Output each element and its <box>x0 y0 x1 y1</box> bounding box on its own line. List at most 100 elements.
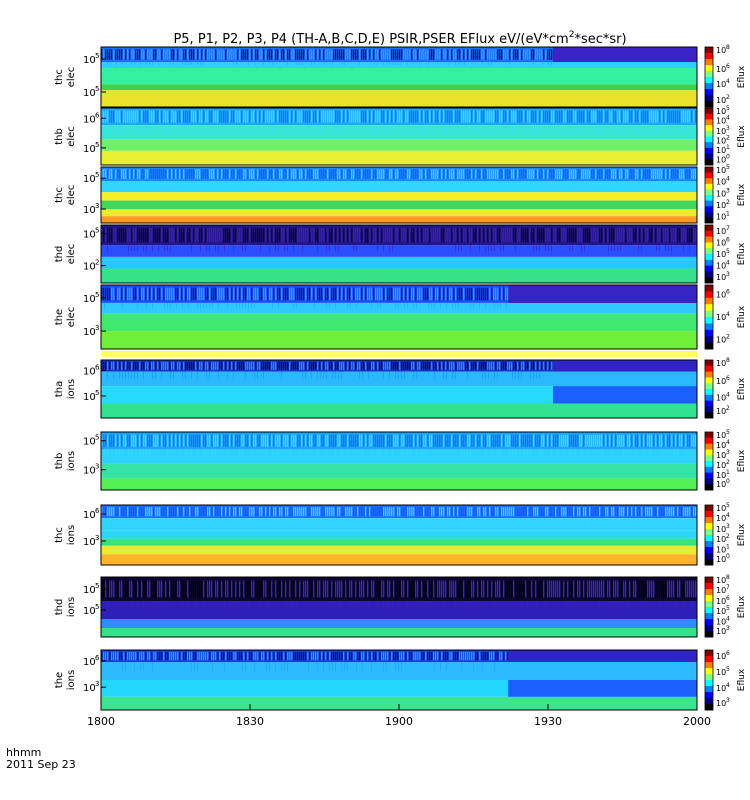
noise-streak <box>397 110 399 123</box>
noise-streak <box>641 601 642 610</box>
noise-streak <box>380 302 381 309</box>
noise-streak <box>267 228 269 243</box>
noise-streak <box>447 228 449 243</box>
noise-streak <box>281 651 283 661</box>
noise-streak <box>291 506 293 517</box>
noise-streak <box>269 601 270 610</box>
noise-streak <box>143 169 145 179</box>
noise-streak <box>287 169 289 179</box>
colorbar-segment <box>705 619 713 626</box>
noise-streak <box>257 651 259 661</box>
noise-streak <box>371 169 373 179</box>
noise-streak <box>116 518 117 525</box>
noise-streak <box>191 287 193 301</box>
noise-streak <box>441 228 443 243</box>
noise-streak <box>505 434 507 447</box>
noise-streak <box>197 125 198 133</box>
noise-streak <box>537 228 539 243</box>
noise-streak <box>153 228 155 243</box>
noise-streak <box>189 651 191 661</box>
noise-streak <box>157 506 159 517</box>
noise-streak <box>587 228 589 243</box>
noise-streak <box>583 110 585 123</box>
noise-streak <box>679 580 681 598</box>
noise-streak <box>433 287 435 301</box>
noise-streak <box>455 245 456 252</box>
colorbar-segment <box>705 172 713 179</box>
noise-streak <box>543 228 545 243</box>
noise-streak <box>443 228 445 243</box>
noise-streak <box>197 49 199 60</box>
noise-streak <box>531 110 533 123</box>
noise-streak <box>545 110 547 123</box>
noise-streak <box>461 580 463 598</box>
noise-streak <box>171 434 173 447</box>
noise-streak <box>505 506 507 517</box>
noise-streak <box>137 169 139 179</box>
noise-streak <box>303 580 305 598</box>
noise-streak <box>445 169 447 179</box>
noise-streak <box>239 302 240 309</box>
noise-streak <box>107 371 108 379</box>
noise-streak <box>311 518 312 525</box>
noise-streak <box>309 228 311 243</box>
noise-streak <box>239 434 241 447</box>
colorbar-tick-label: 10 <box>716 504 726 513</box>
noise-streak <box>331 110 333 123</box>
noise-streak <box>207 434 209 447</box>
noise-streak <box>313 169 315 179</box>
noise-streak <box>117 361 119 370</box>
noise-streak <box>381 110 383 123</box>
noise-streak <box>395 110 397 123</box>
noise-streak <box>287 287 289 301</box>
noise-streak <box>313 228 315 243</box>
noise-streak <box>243 49 245 60</box>
noise-streak <box>147 169 149 179</box>
noise-streak <box>575 125 576 133</box>
noise-streak <box>297 110 299 123</box>
noise-streak <box>613 169 615 179</box>
noise-streak <box>482 601 483 610</box>
noise-streak <box>347 287 349 301</box>
panel-frame <box>100 46 698 108</box>
colorbar-tick-exponent: 6 <box>726 289 730 296</box>
noise-streak <box>313 287 315 301</box>
noise-streak <box>205 110 207 123</box>
noise-streak <box>197 449 198 457</box>
noise-streak <box>317 580 319 598</box>
noise-streak <box>257 49 259 60</box>
noise-streak <box>359 62 360 65</box>
noise-streak <box>615 228 617 243</box>
colorbar-tick-exponent: 8 <box>726 574 730 581</box>
colorbar-tick-label: 10 <box>716 668 726 677</box>
noise-streak <box>267 287 269 301</box>
noise-streak <box>515 449 516 457</box>
noise-streak <box>269 110 271 123</box>
noise-streak <box>139 228 141 243</box>
noise-streak <box>227 287 229 301</box>
noise-streak <box>581 580 583 598</box>
noise-streak <box>655 110 657 123</box>
noise-streak <box>257 287 259 301</box>
noise-streak <box>327 651 329 661</box>
noise-streak <box>555 169 557 179</box>
noise-streak <box>529 228 531 243</box>
noise-streak <box>265 651 267 661</box>
noise-streak <box>425 449 426 457</box>
noise-streak <box>283 169 285 179</box>
noise-streak <box>335 662 336 671</box>
noise-streak <box>257 361 259 370</box>
noise-streak <box>327 361 329 370</box>
noise-streak <box>307 110 309 123</box>
noise-streak <box>309 110 311 123</box>
noise-streak <box>165 434 167 447</box>
noise-streak <box>369 228 371 243</box>
noise-streak <box>452 302 453 309</box>
noise-streak <box>521 580 523 598</box>
noise-streak <box>197 62 198 65</box>
noise-streak <box>243 506 245 517</box>
noise-streak <box>491 110 493 123</box>
noise-streak <box>185 62 186 65</box>
noise-streak <box>365 361 367 370</box>
